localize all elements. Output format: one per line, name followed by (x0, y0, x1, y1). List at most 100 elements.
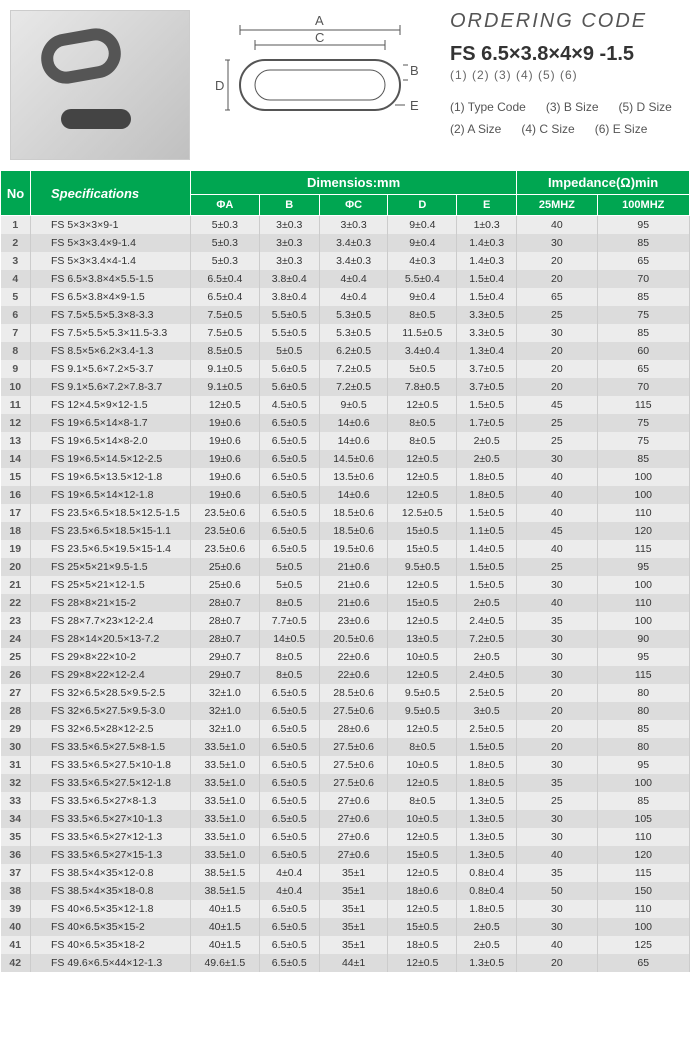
table-cell: 1.5±0.5 (457, 738, 517, 756)
table-cell: 35±1 (319, 900, 388, 918)
table-cell: 65 (597, 954, 689, 972)
table-cell: 14±0.5 (259, 630, 319, 648)
table-cell: 8±0.5 (388, 414, 457, 432)
table-cell: 33.5±1.0 (191, 738, 260, 756)
table-cell: 10±0.5 (388, 756, 457, 774)
table-cell: 85 (597, 324, 689, 342)
table-cell: 20 (517, 360, 597, 378)
table-cell: 115 (597, 666, 689, 684)
svg-text:E: E (410, 98, 419, 113)
table-cell: 18±0.6 (388, 882, 457, 900)
table-cell: 9±0.4 (388, 234, 457, 252)
table-row: 32FS 33.5×6.5×27.5×12-1.833.5±1.06.5±0.5… (1, 774, 690, 792)
table-cell: 6.5±0.5 (259, 522, 319, 540)
table-cell: 90 (597, 630, 689, 648)
table-cell: 2±0.5 (457, 936, 517, 954)
table-cell: 3.3±0.5 (457, 306, 517, 324)
table-cell: 5.3±0.5 (319, 324, 388, 342)
svg-text:D: D (215, 78, 224, 93)
header-col: E (457, 195, 517, 216)
table-cell: 12±0.5 (388, 900, 457, 918)
table-row: 29FS 32×6.5×28×12-2.532±1.06.5±0.528±0.6… (1, 720, 690, 738)
table-cell: 3.4±0.3 (319, 234, 388, 252)
table-cell: 40 (517, 936, 597, 954)
table-cell: 38 (1, 882, 31, 900)
table-cell: 100 (597, 468, 689, 486)
table-cell: 3±0.5 (457, 702, 517, 720)
table-cell: FS 5×3×3.4×4-1.4 (31, 252, 191, 270)
table-cell: 7.5±0.5 (191, 306, 260, 324)
table-row: 20FS 25×5×21×9.5-1.525±0.65±0.521±0.69.5… (1, 558, 690, 576)
table-cell: 14 (1, 450, 31, 468)
table-cell: 110 (597, 504, 689, 522)
table-cell: 1.3±0.5 (457, 828, 517, 846)
table-cell: 29±0.7 (191, 648, 260, 666)
table-cell: 35±1 (319, 936, 388, 954)
table-cell: 18.5±0.6 (319, 522, 388, 540)
table-cell: 2±0.5 (457, 432, 517, 450)
table-cell: 28±0.7 (191, 594, 260, 612)
table-cell: 1.3±0.4 (457, 342, 517, 360)
table-cell: 6.5±0.5 (259, 414, 319, 432)
ordering-label: (1) Type Code (450, 97, 526, 119)
table-cell: 15 (1, 468, 31, 486)
table-cell: 85 (597, 720, 689, 738)
table-cell: 100 (597, 612, 689, 630)
svg-text:A: A (315, 13, 324, 28)
table-cell: 1.3±0.5 (457, 846, 517, 864)
table-cell: 24 (1, 630, 31, 648)
table-cell: 120 (597, 846, 689, 864)
header-col: D (388, 195, 457, 216)
table-cell: 35 (517, 864, 597, 882)
table-cell: 50 (517, 882, 597, 900)
table-cell: FS 9.1×5.6×7.2×7.8-3.7 (31, 378, 191, 396)
table-cell: 95 (597, 648, 689, 666)
table-row: 8FS 8.5×5×6.2×3.4-1.38.5±0.55±0.56.2±0.5… (1, 342, 690, 360)
table-cell: 9±0.5 (319, 396, 388, 414)
table-cell: 27.5±0.6 (319, 774, 388, 792)
table-cell: 30 (517, 630, 597, 648)
table-cell: 6.5±0.5 (259, 684, 319, 702)
table-cell: 2 (1, 234, 31, 252)
table-cell: 16 (1, 486, 31, 504)
table-cell: 21 (1, 576, 31, 594)
table-cell: 6.5±0.5 (259, 504, 319, 522)
table-cell: 115 (597, 396, 689, 414)
table-cell: 6.5±0.5 (259, 828, 319, 846)
ordering-label: (5) D Size (619, 97, 672, 119)
ordering-label: (4) C Size (521, 119, 574, 141)
table-cell: 6.5±0.5 (259, 846, 319, 864)
table-cell: 32 (1, 774, 31, 792)
table-cell: 20 (517, 684, 597, 702)
table-row: 5FS 6.5×3.8×4×9-1.56.5±0.43.8±0.44±0.49±… (1, 288, 690, 306)
table-cell: 12±0.5 (388, 954, 457, 972)
table-cell: 3.3±0.5 (457, 324, 517, 342)
table-cell: 1±0.3 (457, 216, 517, 235)
table-cell: 1.8±0.5 (457, 756, 517, 774)
svg-text:C: C (315, 30, 324, 45)
table-cell: 10±0.5 (388, 810, 457, 828)
table-cell: 33.5±1.0 (191, 792, 260, 810)
header-col: 25MHZ (517, 195, 597, 216)
table-cell: 6.5±0.5 (259, 486, 319, 504)
table-cell: 105 (597, 810, 689, 828)
table-cell: 4±0.4 (259, 882, 319, 900)
table-cell: 15±0.5 (388, 594, 457, 612)
table-cell: 40 (517, 846, 597, 864)
table-cell: 40 (517, 594, 597, 612)
table-cell: 31 (1, 756, 31, 774)
table-cell: 37 (1, 864, 31, 882)
table-cell: 15±0.5 (388, 540, 457, 558)
table-row: 7FS 7.5×5.5×5.3×11.5-3.37.5±0.55.5±0.55.… (1, 324, 690, 342)
table-row: 30FS 33.5×6.5×27.5×8-1.533.5±1.06.5±0.52… (1, 738, 690, 756)
table-cell: 19±0.6 (191, 486, 260, 504)
table-row: 37FS 38.5×4×35×12-0.838.5±1.54±0.435±112… (1, 864, 690, 882)
table-cell: 1.1±0.5 (457, 522, 517, 540)
table-cell: FS 5×3×3.4×9-1.4 (31, 234, 191, 252)
table-cell: FS 19×6.5×14×8-1.7 (31, 414, 191, 432)
ordering-label: (3) B Size (546, 97, 599, 119)
table-cell: 6.5±0.5 (259, 810, 319, 828)
table-cell: 9.5±0.5 (388, 558, 457, 576)
table-cell: 4.5±0.5 (259, 396, 319, 414)
table-cell: 23±0.6 (319, 612, 388, 630)
